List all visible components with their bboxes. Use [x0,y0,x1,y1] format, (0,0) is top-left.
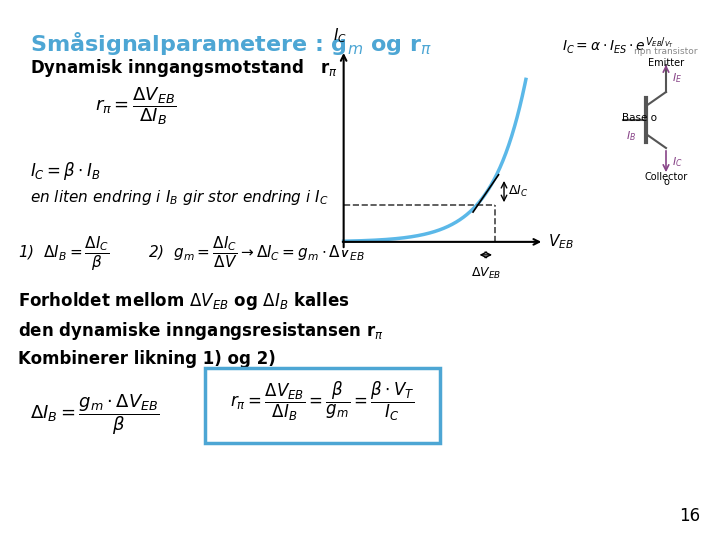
Text: 1)  $\Delta I_B = \dfrac{\Delta I_C}{\beta}$: 1) $\Delta I_B = \dfrac{\Delta I_C}{\bet… [18,235,109,273]
Text: Dynamisk inngangsmotstand   r$_\pi$: Dynamisk inngangsmotstand r$_\pi$ [30,57,338,79]
Text: $\Delta V_{EB}$: $\Delta V_{EB}$ [471,266,501,281]
Text: $I_C = \alpha \cdot I_{ES} \cdot e^{V_{EB}/_{V_T}}$: $I_C = \alpha \cdot I_{ES} \cdot e^{V_{E… [562,35,674,56]
Text: $\Delta I_C$: $\Delta I_C$ [508,184,528,199]
Text: $I_E$: $I_E$ [672,71,682,85]
Text: $r_\pi = \dfrac{\Delta V_{EB}}{\Delta I_B} = \dfrac{\beta}{g_m} = \dfrac{\beta \: $r_\pi = \dfrac{\Delta V_{EB}}{\Delta I_… [230,380,415,423]
Text: $I_C$: $I_C$ [333,26,347,45]
Text: o: o [663,177,669,187]
Text: Forholdet mellom $\Delta V_{EB}$ og $\Delta I_B$ kalles: Forholdet mellom $\Delta V_{EB}$ og $\De… [18,290,349,312]
Text: Emitter: Emitter [648,58,684,68]
Text: 2)  $g_m = \dfrac{\Delta I_C}{\Delta V} \rightarrow \Delta I_C = g_m \cdot \Delt: 2) $g_m = \dfrac{\Delta I_C}{\Delta V} \… [148,235,365,271]
Text: $\Delta I_B = \dfrac{g_m \cdot \Delta V_{EB}}{\beta}$: $\Delta I_B = \dfrac{g_m \cdot \Delta V_… [30,392,160,437]
Text: Base o: Base o [622,113,657,123]
Text: npn transistor: npn transistor [634,47,698,56]
Text: den dynamiske inngangsresistansen r$_\pi$: den dynamiske inngangsresistansen r$_\pi… [18,320,384,342]
Text: Collector: Collector [644,172,688,182]
Text: $r_\pi = \dfrac{\Delta V_{EB}}{\Delta I_B}$: $r_\pi = \dfrac{\Delta V_{EB}}{\Delta I_… [95,85,176,127]
Text: $I_B$: $I_B$ [626,129,636,143]
Text: $I_C$: $I_C$ [672,155,683,169]
Text: $V_{EB}$: $V_{EB}$ [548,233,574,251]
Text: $I_C = \beta \cdot I_B$: $I_C = \beta \cdot I_B$ [30,160,101,182]
Text: Sm$\mathbf{\aa}$signalparametere : g$_m$ og r$_\pi$: Sm$\mathbf{\aa}$signalparametere : g$_m$… [30,30,432,57]
Text: 16: 16 [679,507,700,525]
Text: $en\ liten\ endring\ i\ I_B\ gir\ stor\ endring\ i\ I_C$: $en\ liten\ endring\ i\ I_B\ gir\ stor\ … [30,188,328,207]
Text: Kombinerer likning 1) og 2): Kombinerer likning 1) og 2) [18,350,276,368]
Bar [205,368,440,443]
